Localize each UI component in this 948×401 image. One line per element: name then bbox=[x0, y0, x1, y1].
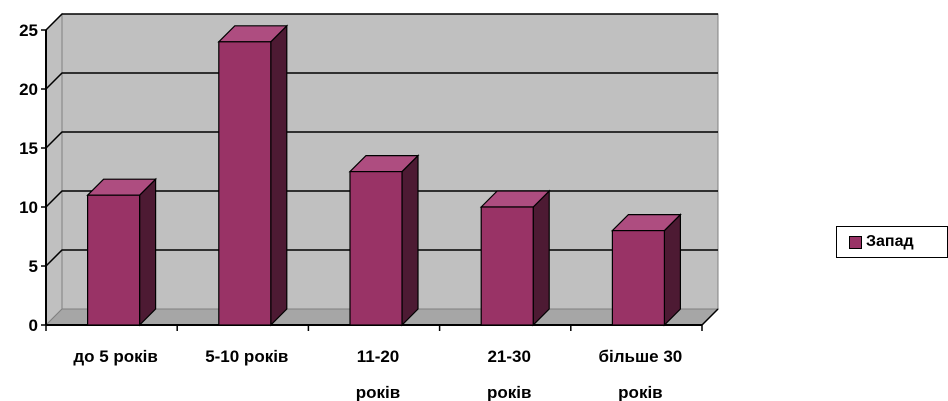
bar-side bbox=[270, 24, 288, 327]
x-tick-label: 5-10 років bbox=[205, 347, 288, 366]
bar bbox=[610, 213, 682, 327]
gridline bbox=[45, 131, 718, 149]
y-tick-label: 20 bbox=[19, 80, 38, 99]
bar-side bbox=[532, 189, 550, 327]
bars bbox=[86, 24, 682, 327]
y-tick-label: 10 bbox=[19, 198, 38, 217]
legend-swatch-zapad bbox=[849, 235, 862, 249]
x-tick-label: 11-20 років bbox=[356, 347, 400, 401]
bar-side bbox=[139, 177, 157, 327]
x-tick-label: більше 30 років bbox=[599, 347, 683, 401]
legend-label-zapad: Запад bbox=[866, 233, 914, 250]
gridline bbox=[45, 72, 718, 90]
bar-front bbox=[611, 230, 666, 326]
gridline bbox=[45, 13, 718, 31]
x-tick-label: до 5 років bbox=[73, 347, 158, 366]
y-tick-label: 15 bbox=[19, 139, 38, 158]
bar-front bbox=[86, 194, 141, 326]
bar bbox=[348, 154, 420, 327]
bar bbox=[86, 177, 158, 327]
y-tick-label: 25 bbox=[19, 21, 38, 40]
side-wall bbox=[45, 12, 63, 327]
bar-front bbox=[480, 206, 534, 326]
bar-side bbox=[663, 213, 682, 327]
x-axis-depth bbox=[701, 308, 719, 326]
x-tick-label: 21-30 років bbox=[487, 347, 531, 401]
legend: Запад bbox=[836, 226, 948, 258]
bar bbox=[217, 24, 289, 327]
bar-side bbox=[401, 154, 419, 327]
y-tick-label: 5 bbox=[29, 257, 38, 276]
y-tick-label: 0 bbox=[29, 316, 38, 335]
bar-front bbox=[349, 171, 403, 326]
bar-front bbox=[218, 41, 272, 326]
y-tick-labels: 0 5 10 15 20 25 bbox=[19, 21, 38, 335]
x-tick-labels: до 5 років 5-10 років 11-20 років 21-30 років… bbox=[73, 347, 682, 401]
bar bbox=[479, 189, 551, 327]
